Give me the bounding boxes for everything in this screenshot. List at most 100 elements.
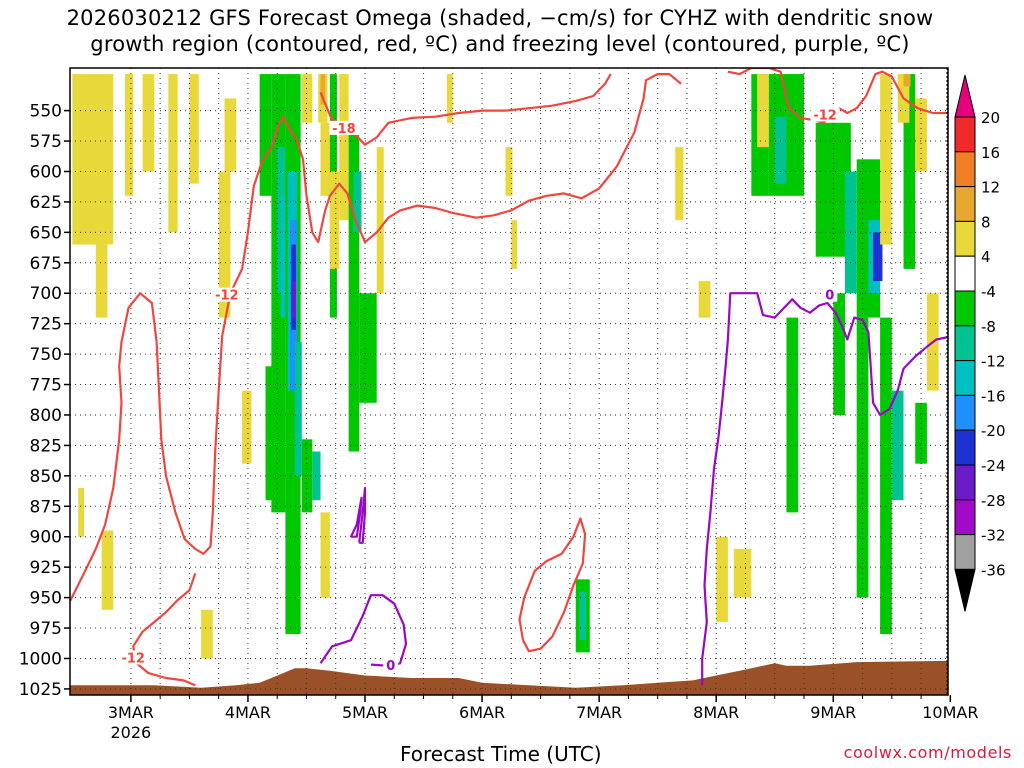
colorbar-bin: [954, 290, 976, 327]
shaded-cell: [833, 293, 845, 415]
y-tick-label: 900: [30, 528, 62, 548]
shaded-cell: [579, 591, 587, 641]
y-tick-label: 750: [30, 345, 62, 365]
y-tick-label: 725: [30, 315, 62, 335]
colorbar-label: 16: [981, 144, 1000, 162]
contour-label: 0: [386, 659, 395, 674]
colorbar-label: 20: [981, 109, 1000, 127]
shaded-cell: [142, 74, 155, 172]
y-tick-label: 1025: [19, 680, 62, 700]
shaded-omega-field: [72, 74, 939, 659]
colorbar: 20 16 12 8 4 -4 -8 -12 -16 -20 -24 -28 -32 -36: [954, 74, 1006, 612]
shaded-cell: [856, 317, 869, 598]
contour-label: -18: [332, 122, 356, 137]
contour-line: [132, 572, 197, 687]
y-tick-label: 1000: [19, 649, 62, 669]
y-axis: 550 575 600 625 650 675 700 725 750 775 800 825 850 8…: [19, 102, 70, 700]
shaded-cell: [675, 147, 684, 221]
chart-title-line-2: growth region (contoured, red, ºC) and f…: [90, 32, 910, 56]
colorbar-label: 4: [981, 248, 991, 266]
colorbar-label: 12: [981, 179, 1000, 197]
shaded-cell: [511, 220, 518, 269]
colorbar-bin: [954, 429, 976, 466]
plot-border: [69, 67, 949, 696]
x-tick-label: 5MAR: [342, 703, 388, 722]
shaded-cell: [201, 609, 213, 659]
shaded-cell: [72, 74, 114, 245]
contour-line: [518, 517, 587, 653]
shaded-cell: [698, 281, 711, 318]
shaded-cell: [733, 548, 752, 598]
shaded-cell: [78, 488, 85, 537]
y-tick-label: 800: [30, 406, 62, 426]
y-tick-label: 775: [30, 376, 62, 396]
chart-title-line-1: 2026030212 GFS Forecast Omega (shaded, −…: [66, 6, 934, 30]
shaded-cell: [353, 171, 362, 233]
colorbar-bin: [954, 499, 976, 536]
shaded-cell: [873, 232, 883, 282]
plot-frame: [69, 67, 949, 696]
shaded-cell: [101, 530, 114, 610]
y-tick-label: 825: [30, 436, 62, 456]
y-tick-label: 850: [30, 467, 62, 487]
colorbar-bin: [954, 255, 976, 292]
y-tick-label: 625: [30, 193, 62, 213]
shaded-cell: [786, 317, 799, 513]
y-tick-label: 575: [30, 132, 62, 152]
y-tick-label: 600: [30, 162, 62, 182]
shaded-cell: [189, 74, 199, 184]
shaded-cell: [359, 293, 377, 403]
shaded-cell: [891, 390, 904, 501]
y-tick-label: 650: [30, 223, 62, 243]
x-tick-label: 9MAR: [810, 703, 856, 722]
shaded-cell: [446, 74, 453, 123]
colorbar-bin: [954, 220, 976, 257]
y-tick-label: 550: [30, 102, 62, 122]
shaded-cell: [95, 220, 108, 318]
shaded-cell: [339, 74, 349, 221]
contour-line: [70, 72, 682, 602]
contour-line: [358, 486, 367, 544]
shaded-cell: [301, 439, 313, 513]
terrain-polygon: [70, 660, 948, 695]
colorbar-label: -4: [981, 283, 996, 301]
shaded-cell: [348, 134, 360, 452]
colorbar-label: -20: [981, 422, 1006, 440]
y-tick-label: 700: [30, 284, 62, 304]
shaded-cell: [320, 512, 330, 598]
shaded-cell: [125, 74, 134, 196]
shaded-cell: [320, 122, 330, 196]
colorbar-bin: [954, 534, 976, 570]
freezing-level-contours: 00: [319, 287, 948, 686]
shaded-cell: [292, 281, 296, 318]
colorbar-label: -8: [981, 318, 996, 336]
shaded-cell: [716, 536, 728, 622]
contour-label: -12: [215, 289, 239, 304]
credit-text[interactable]: coolwx.com/models: [843, 743, 1012, 762]
x-tick-sublabel: 2026: [111, 723, 152, 742]
colorbar-bin: [954, 116, 976, 153]
contour-label: -12: [121, 651, 145, 666]
shaded-cell: [280, 195, 288, 318]
shaded-cell: [294, 341, 302, 476]
x-tick-label: 10MAR: [922, 703, 978, 722]
y-tick-label: 925: [30, 558, 62, 578]
contour-label-bg: [212, 287, 242, 302]
shaded-cell: [224, 98, 237, 172]
contour-line: [701, 292, 948, 686]
x-tick-label: 3MAR: [108, 703, 154, 722]
colorbar-top-arrow: [954, 74, 976, 118]
y-tick-label: 950: [30, 589, 62, 609]
colorbar-label: -12: [981, 353, 1006, 371]
contour-label-bg: [810, 107, 840, 122]
contour-label: -12: [813, 108, 837, 123]
colorbar-label: -32: [981, 527, 1006, 545]
dendritic-growth-contours: -12 -12 -18 -12: [70, 68, 948, 687]
shaded-cell: [329, 171, 340, 269]
shaded-cell: [915, 98, 927, 172]
contour-label-bg: [329, 120, 359, 135]
shaded-cell: [903, 74, 916, 269]
shaded-cell: [168, 74, 178, 233]
